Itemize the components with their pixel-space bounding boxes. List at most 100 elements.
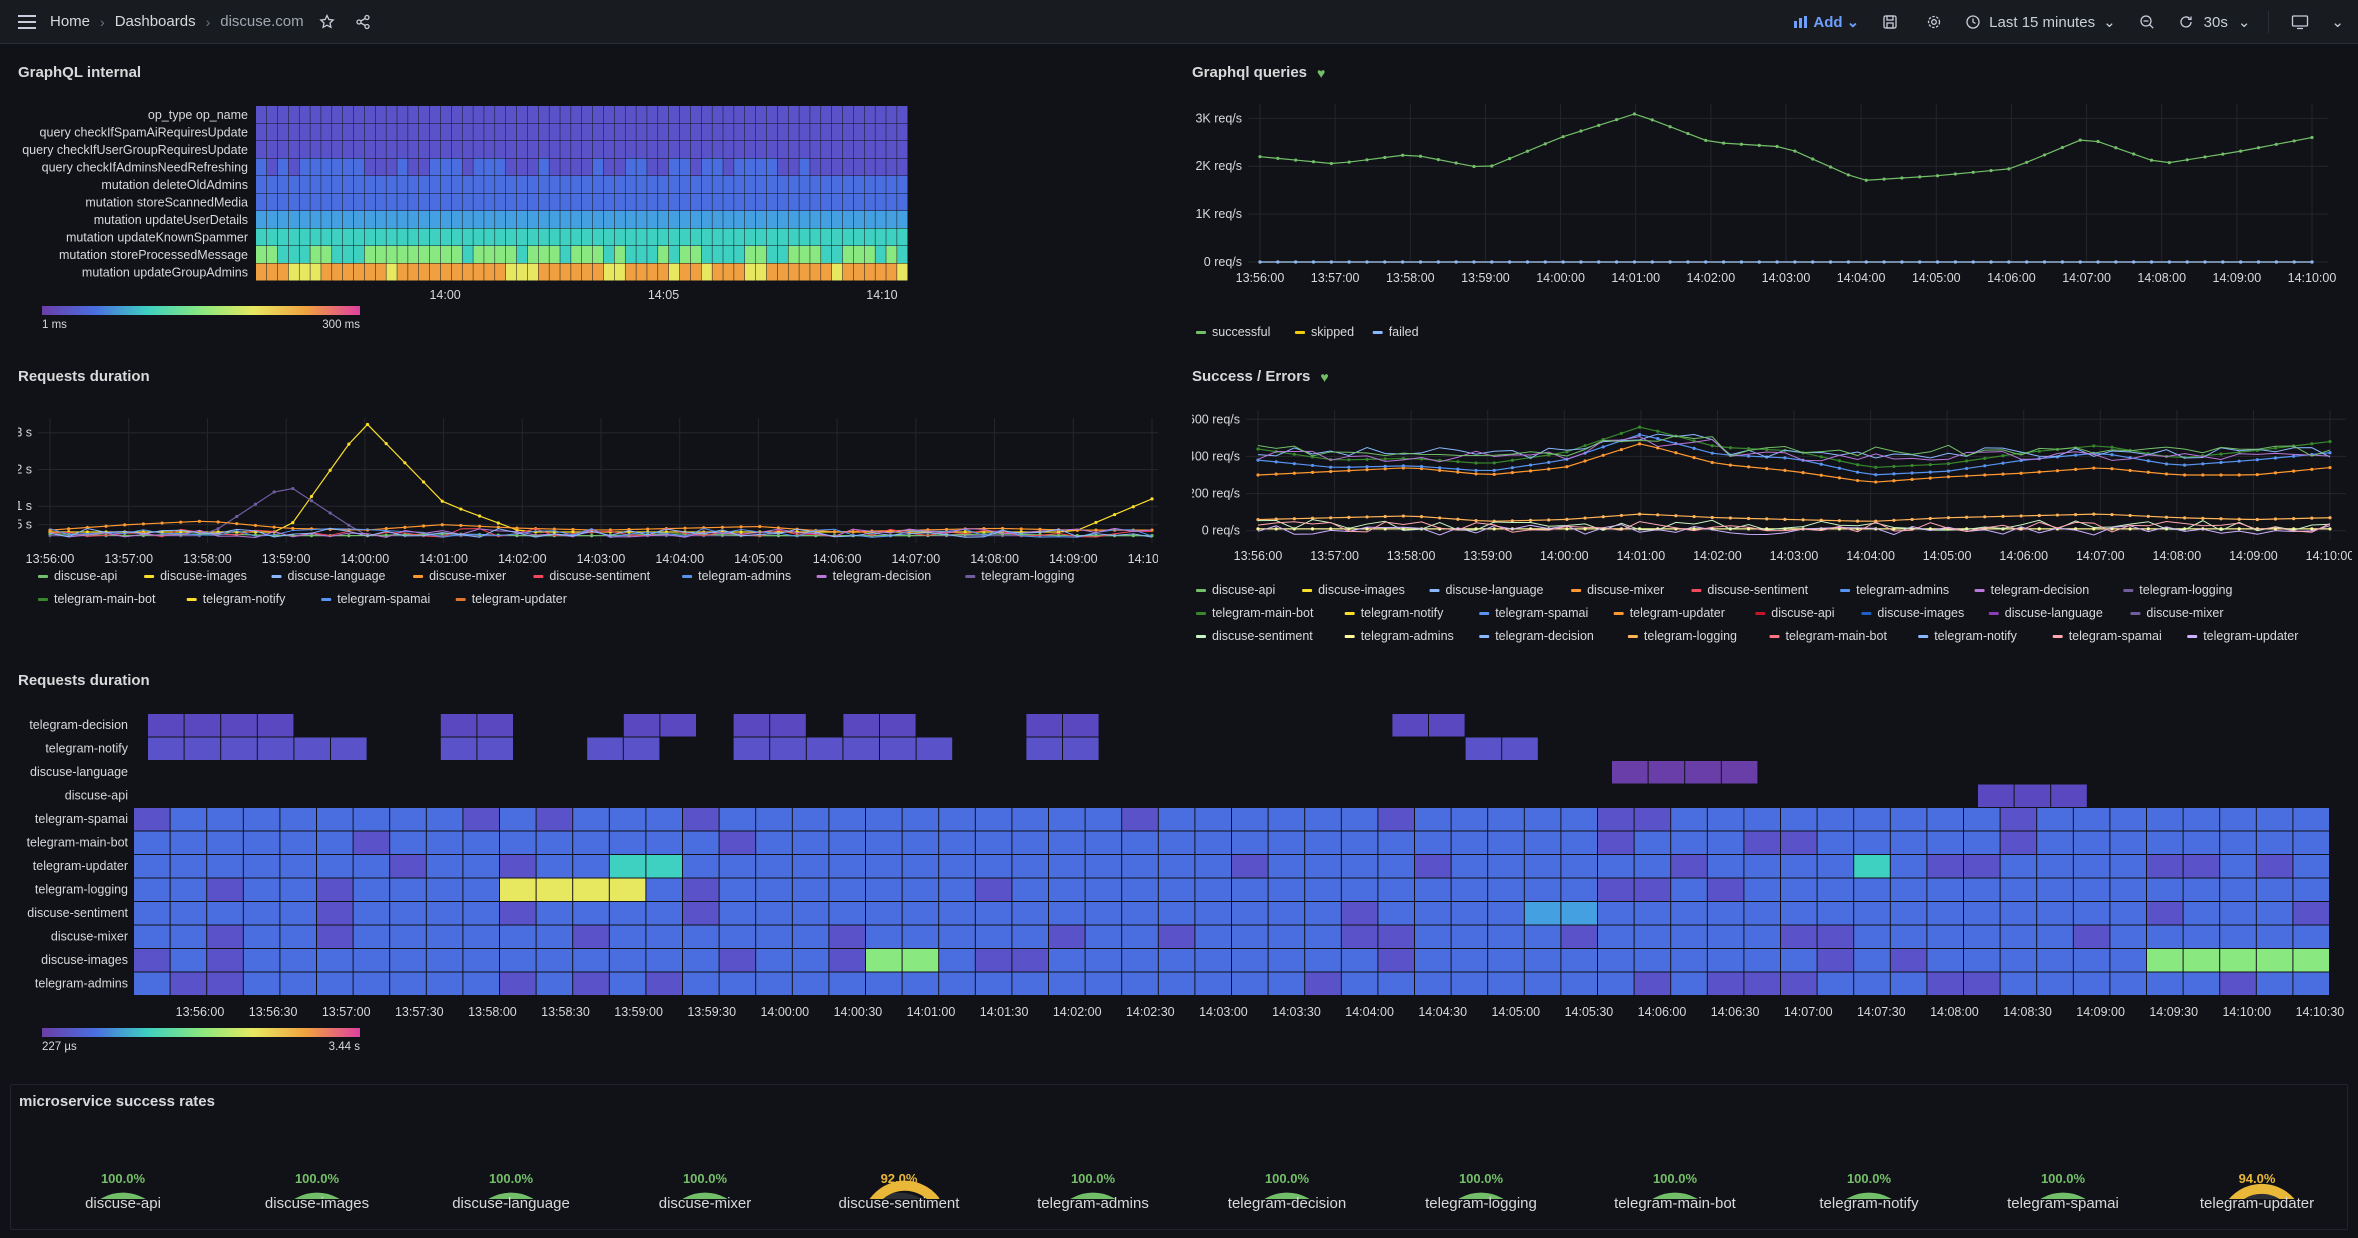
heatmap-cell [864, 123, 875, 141]
menu-icon[interactable] [14, 9, 40, 35]
series-line [49, 527, 1153, 538]
zoom-out-icon[interactable] [2134, 9, 2160, 35]
heatmap-cell [2183, 855, 2220, 878]
heatmap-cell [484, 158, 495, 176]
heatmap-cell [821, 211, 832, 228]
heatmap-cell [592, 211, 604, 228]
data-point [1801, 518, 1805, 522]
legend-label: telegram-admins [1856, 583, 1949, 597]
y-tick-label: 2K req/s [1195, 159, 1242, 173]
heatmap-cell [683, 972, 719, 995]
data-point [2219, 460, 2223, 465]
add-button[interactable]: Add ⌄ [1793, 13, 1859, 31]
heatmap-cell [701, 123, 712, 141]
line-chart[interactable]: 3 s2 s1 s0.5 s13:56:0013:57:0013:58:0013… [18, 368, 1158, 618]
heatmap-cell [310, 228, 321, 246]
heatmap-cell [755, 106, 767, 123]
data-point [1783, 517, 1787, 521]
heatmap-cell [331, 737, 367, 760]
gauge-telegram-main-bot: 100.0% telegram-main-bot [1585, 1129, 1765, 1229]
gauge-label: discuse-api [85, 1195, 161, 1212]
heatmap-cell [831, 193, 843, 211]
heatmap-cell [821, 123, 832, 141]
heatmap-cell [864, 141, 875, 158]
data-point [1746, 516, 1751, 521]
data-point [1510, 466, 1514, 470]
heatmap-cell [364, 228, 376, 246]
heatmap-cell [243, 949, 280, 972]
heatmap-cell [317, 925, 353, 948]
tv-mode-icon[interactable] [2287, 9, 2313, 35]
data-point [2310, 442, 2314, 446]
heatmap-cell [277, 106, 289, 123]
gauge-fill [1264, 1192, 1310, 1199]
data-point [85, 530, 89, 534]
data-point [1828, 165, 1833, 169]
row-label: telegram-logging [35, 883, 128, 897]
heatmap-cell [288, 141, 299, 158]
star-icon[interactable] [314, 9, 340, 35]
time-range-picker[interactable]: Last 15 minutes ⌄ [1965, 13, 2116, 31]
heatmap-cell [280, 902, 316, 925]
breadcrumb-home[interactable]: Home [50, 13, 91, 30]
line-chart[interactable]: 3K req/s2K req/s1K req/s0 req/s13:56:00 1… [1192, 64, 2342, 354]
heatmap-cell [712, 246, 723, 263]
data-point [477, 524, 482, 528]
heatmap-cell [1392, 714, 1428, 737]
breadcrumb-dashboards[interactable]: Dashboards [114, 13, 196, 30]
heatmap-cell [288, 263, 299, 281]
data-point [2292, 139, 2296, 143]
heatmap-cell [516, 246, 528, 263]
heatmap-cell [2183, 972, 2220, 995]
gauge-label: discuse-language [452, 1195, 570, 1212]
heatmap-cell [1671, 808, 1707, 831]
heatmap-chart[interactable]: telegram-decisiontelegram-notifydiscuse-… [18, 672, 2348, 1062]
heatmap-cell [549, 246, 560, 263]
heatmap-cell [777, 211, 788, 228]
heatmap-cell [1158, 831, 1195, 854]
row-label: discuse-language [30, 765, 128, 779]
heatmap-cell [390, 808, 426, 831]
heatmap-cell [2110, 878, 2146, 901]
heatmap-cell [1232, 878, 1268, 901]
heatmap-cell [280, 878, 316, 901]
heatmap-cell [2256, 831, 2293, 854]
heatmap-cell [592, 228, 604, 246]
heatmap-cell [505, 176, 517, 193]
heatmap-cell [1451, 949, 1488, 972]
x-tick-label: 14:09:00 [2229, 549, 2278, 563]
data-point [1383, 457, 1387, 461]
heatmap-cell [853, 211, 865, 228]
heatmap-cell [734, 141, 745, 158]
heatmap-cell [256, 228, 267, 246]
heatmap-cell [792, 831, 829, 854]
heatmap-cell [723, 141, 734, 158]
data-point [2185, 260, 2189, 264]
heatmap-cell [505, 246, 517, 263]
heatmap-cell [2073, 925, 2110, 948]
save-icon[interactable] [1877, 9, 1903, 35]
heatmap-cell [560, 141, 571, 158]
refresh-picker[interactable]: 30s ⌄ [2178, 13, 2250, 31]
heatmap-cell [451, 158, 462, 176]
heatmap-cell [256, 158, 267, 176]
heatmap-cell [1524, 925, 1561, 948]
share-icon[interactable] [350, 9, 376, 35]
heatmap-cell [463, 972, 499, 995]
heatmap-cell [516, 176, 528, 193]
data-point [2273, 471, 2278, 475]
chevron-down-icon[interactable]: ⌄ [2331, 14, 2344, 31]
heatmap-cell [1158, 925, 1195, 948]
data-point [1686, 260, 1690, 264]
heatmap-cell [1341, 855, 1378, 878]
gear-icon[interactable] [1921, 9, 1947, 35]
heatmap-cell [829, 902, 865, 925]
heatmap-cell [408, 158, 419, 176]
heatmap-cell [256, 263, 267, 281]
heatmap-cell [2000, 902, 2037, 925]
heatmap-cell [842, 106, 854, 123]
gauge-telegram-decision: 100.0% telegram-decision [1197, 1129, 1377, 1229]
heatmap-cell [646, 949, 682, 972]
